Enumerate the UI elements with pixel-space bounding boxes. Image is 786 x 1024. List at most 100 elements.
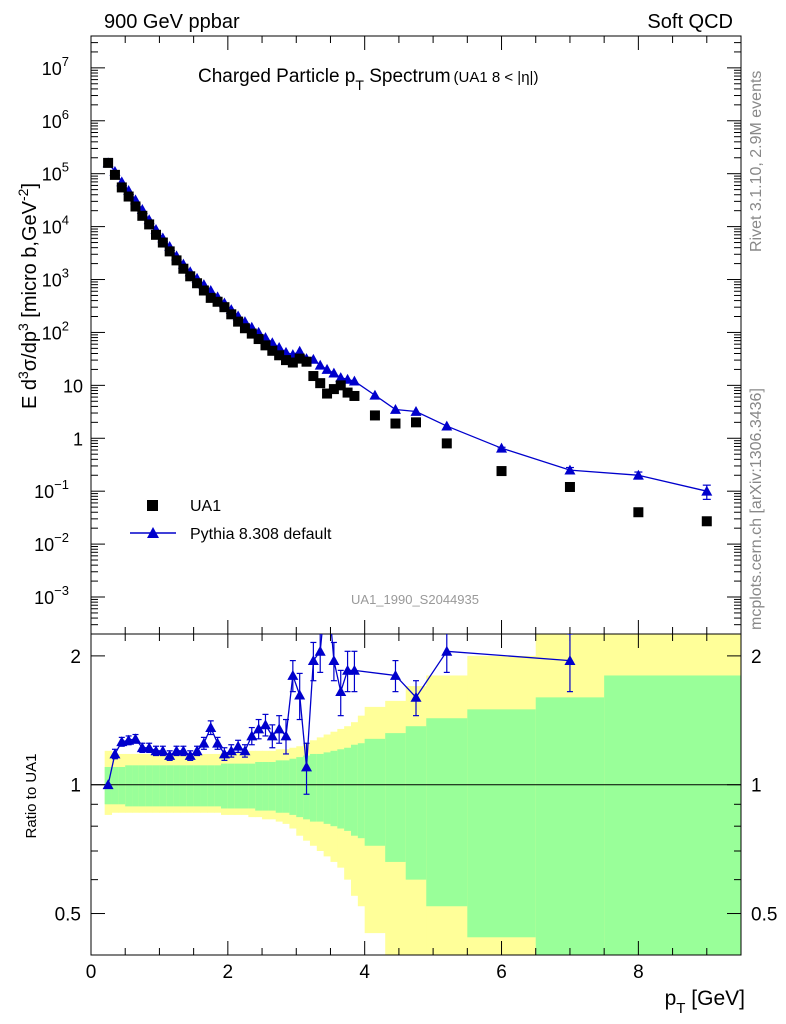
ua1-point: [335, 380, 346, 391]
mc-point: [314, 359, 326, 370]
mc-point: [701, 485, 713, 496]
x-tick-label: 4: [359, 962, 370, 983]
ua1-point: [322, 388, 333, 399]
band-inner: [145, 765, 154, 807]
ratio-y-tick-label: 2: [70, 647, 81, 668]
main-y-axis-label-part: ]: [19, 183, 41, 189]
ua1-point: [564, 481, 575, 492]
mc-ratio-point: [102, 779, 114, 790]
ua1-point: [123, 191, 134, 202]
mc-point: [335, 372, 347, 383]
mc-ratio-point: [129, 733, 141, 744]
mc-ratio-point: [205, 722, 217, 732]
main-y-tick-label-base: 10: [63, 376, 83, 396]
ua1-point: [239, 323, 250, 334]
main-y-tick-label-exp: 3: [62, 266, 69, 281]
band-inner: [234, 763, 243, 809]
mc-ratio-point: [280, 730, 292, 741]
ua1-point: [130, 201, 141, 212]
mc-ratio-point: [184, 750, 196, 760]
ua1-point: [369, 410, 380, 421]
main-y-axis-label-part: [micro b,GeV: [19, 200, 41, 323]
mc-point: [328, 367, 340, 378]
main-y-tick-label-exp: 2: [62, 318, 69, 333]
mc-ratio-point: [109, 748, 121, 759]
ua1-point: [151, 229, 161, 240]
mc-ratio-point: [294, 689, 306, 700]
ua1-point: [233, 316, 244, 327]
main-y-tick-label: 104: [42, 213, 69, 238]
band-inner: [262, 761, 270, 811]
ua1-point: [390, 418, 401, 429]
main-y-axis-label-part: 3: [15, 371, 31, 379]
band-inner: [214, 765, 222, 807]
mc-line: [107, 162, 707, 492]
legend-marker-mc: [147, 527, 159, 538]
mc-ratio-point: [273, 723, 285, 734]
ua1-point: [144, 219, 155, 230]
mc-point: [632, 469, 644, 480]
band-inner: [173, 765, 181, 807]
main-y-tick-label: 106: [42, 107, 69, 132]
band-inner: [405, 726, 427, 880]
ua1-point: [198, 285, 209, 296]
legend-marker-ua1: [147, 500, 158, 511]
ua1-point: [633, 507, 644, 518]
main-y-tick-label-base: 10: [42, 323, 62, 343]
band-inner: [255, 761, 263, 811]
ua1-point: [274, 350, 285, 361]
header-right: Soft QCD: [647, 11, 733, 33]
mc-ratio-point: [143, 742, 155, 753]
ratio-y-tick-label: 1: [70, 776, 81, 797]
band-inner: [268, 761, 277, 811]
band-inner: [221, 763, 229, 809]
band-inner: [535, 697, 605, 955]
ratio-y-tick-label-right: 0.5: [751, 905, 777, 926]
band-inner: [132, 765, 140, 807]
band-inner: [323, 752, 331, 824]
mc-point: [564, 464, 576, 475]
main-y-tick-label-exp: −3: [54, 583, 69, 598]
mc-ratio-point: [246, 730, 258, 741]
mc-ratio-point: [322, 575, 333, 585]
side-label-bottom: mcplots.cern.ch [arXiv:1306.3436]: [748, 388, 765, 630]
mc-point: [389, 403, 401, 414]
header-left: 900 GeV ppbar: [104, 11, 240, 33]
mc-ratio-point: [198, 737, 210, 748]
mc-point: [410, 406, 422, 416]
main-y-tick-label: 10−1: [34, 477, 69, 502]
ratio-y-tick-label: 0.5: [55, 905, 81, 926]
ua1-point: [253, 334, 264, 345]
main-y-tick-label: 102: [42, 318, 69, 343]
ratio-frame: [90, 633, 742, 956]
main-y-tick-label: 10−3: [34, 583, 69, 608]
ua1-point: [157, 237, 168, 248]
main-y-axis-label-part: 3: [15, 323, 31, 331]
mc-ratio-point: [287, 669, 299, 680]
main-y-tick-label: 103: [42, 266, 69, 291]
mc-ratio-point: [335, 686, 347, 697]
ua1-point: [349, 390, 360, 401]
band-inner: [426, 718, 468, 907]
legend-label-ua1: UA1: [190, 498, 221, 515]
ua1-point: [192, 278, 203, 289]
ua1-point: [308, 371, 319, 382]
ua1-point: [315, 378, 326, 389]
mc-ratio-point: [266, 730, 278, 741]
mc-point: [369, 389, 381, 400]
mc-ratio-point: [225, 745, 237, 756]
ua1-point: [246, 328, 257, 339]
main-y-tick-label-base: 10: [42, 218, 62, 238]
mc-ratio-point: [314, 645, 326, 656]
band-inner: [364, 738, 386, 846]
ua1-series-main: [103, 157, 712, 527]
mc-series-main: [102, 157, 713, 500]
main-y-axis-label: E d3σ/dp3 [micro b,GeV-2]: [15, 183, 41, 409]
main-frame: [90, 35, 742, 635]
band-inner: [207, 765, 215, 807]
mc-ratio-point: [389, 669, 401, 680]
band-inner: [357, 743, 366, 839]
mc-ratio-point: [191, 745, 203, 756]
band-inner: [296, 757, 304, 818]
